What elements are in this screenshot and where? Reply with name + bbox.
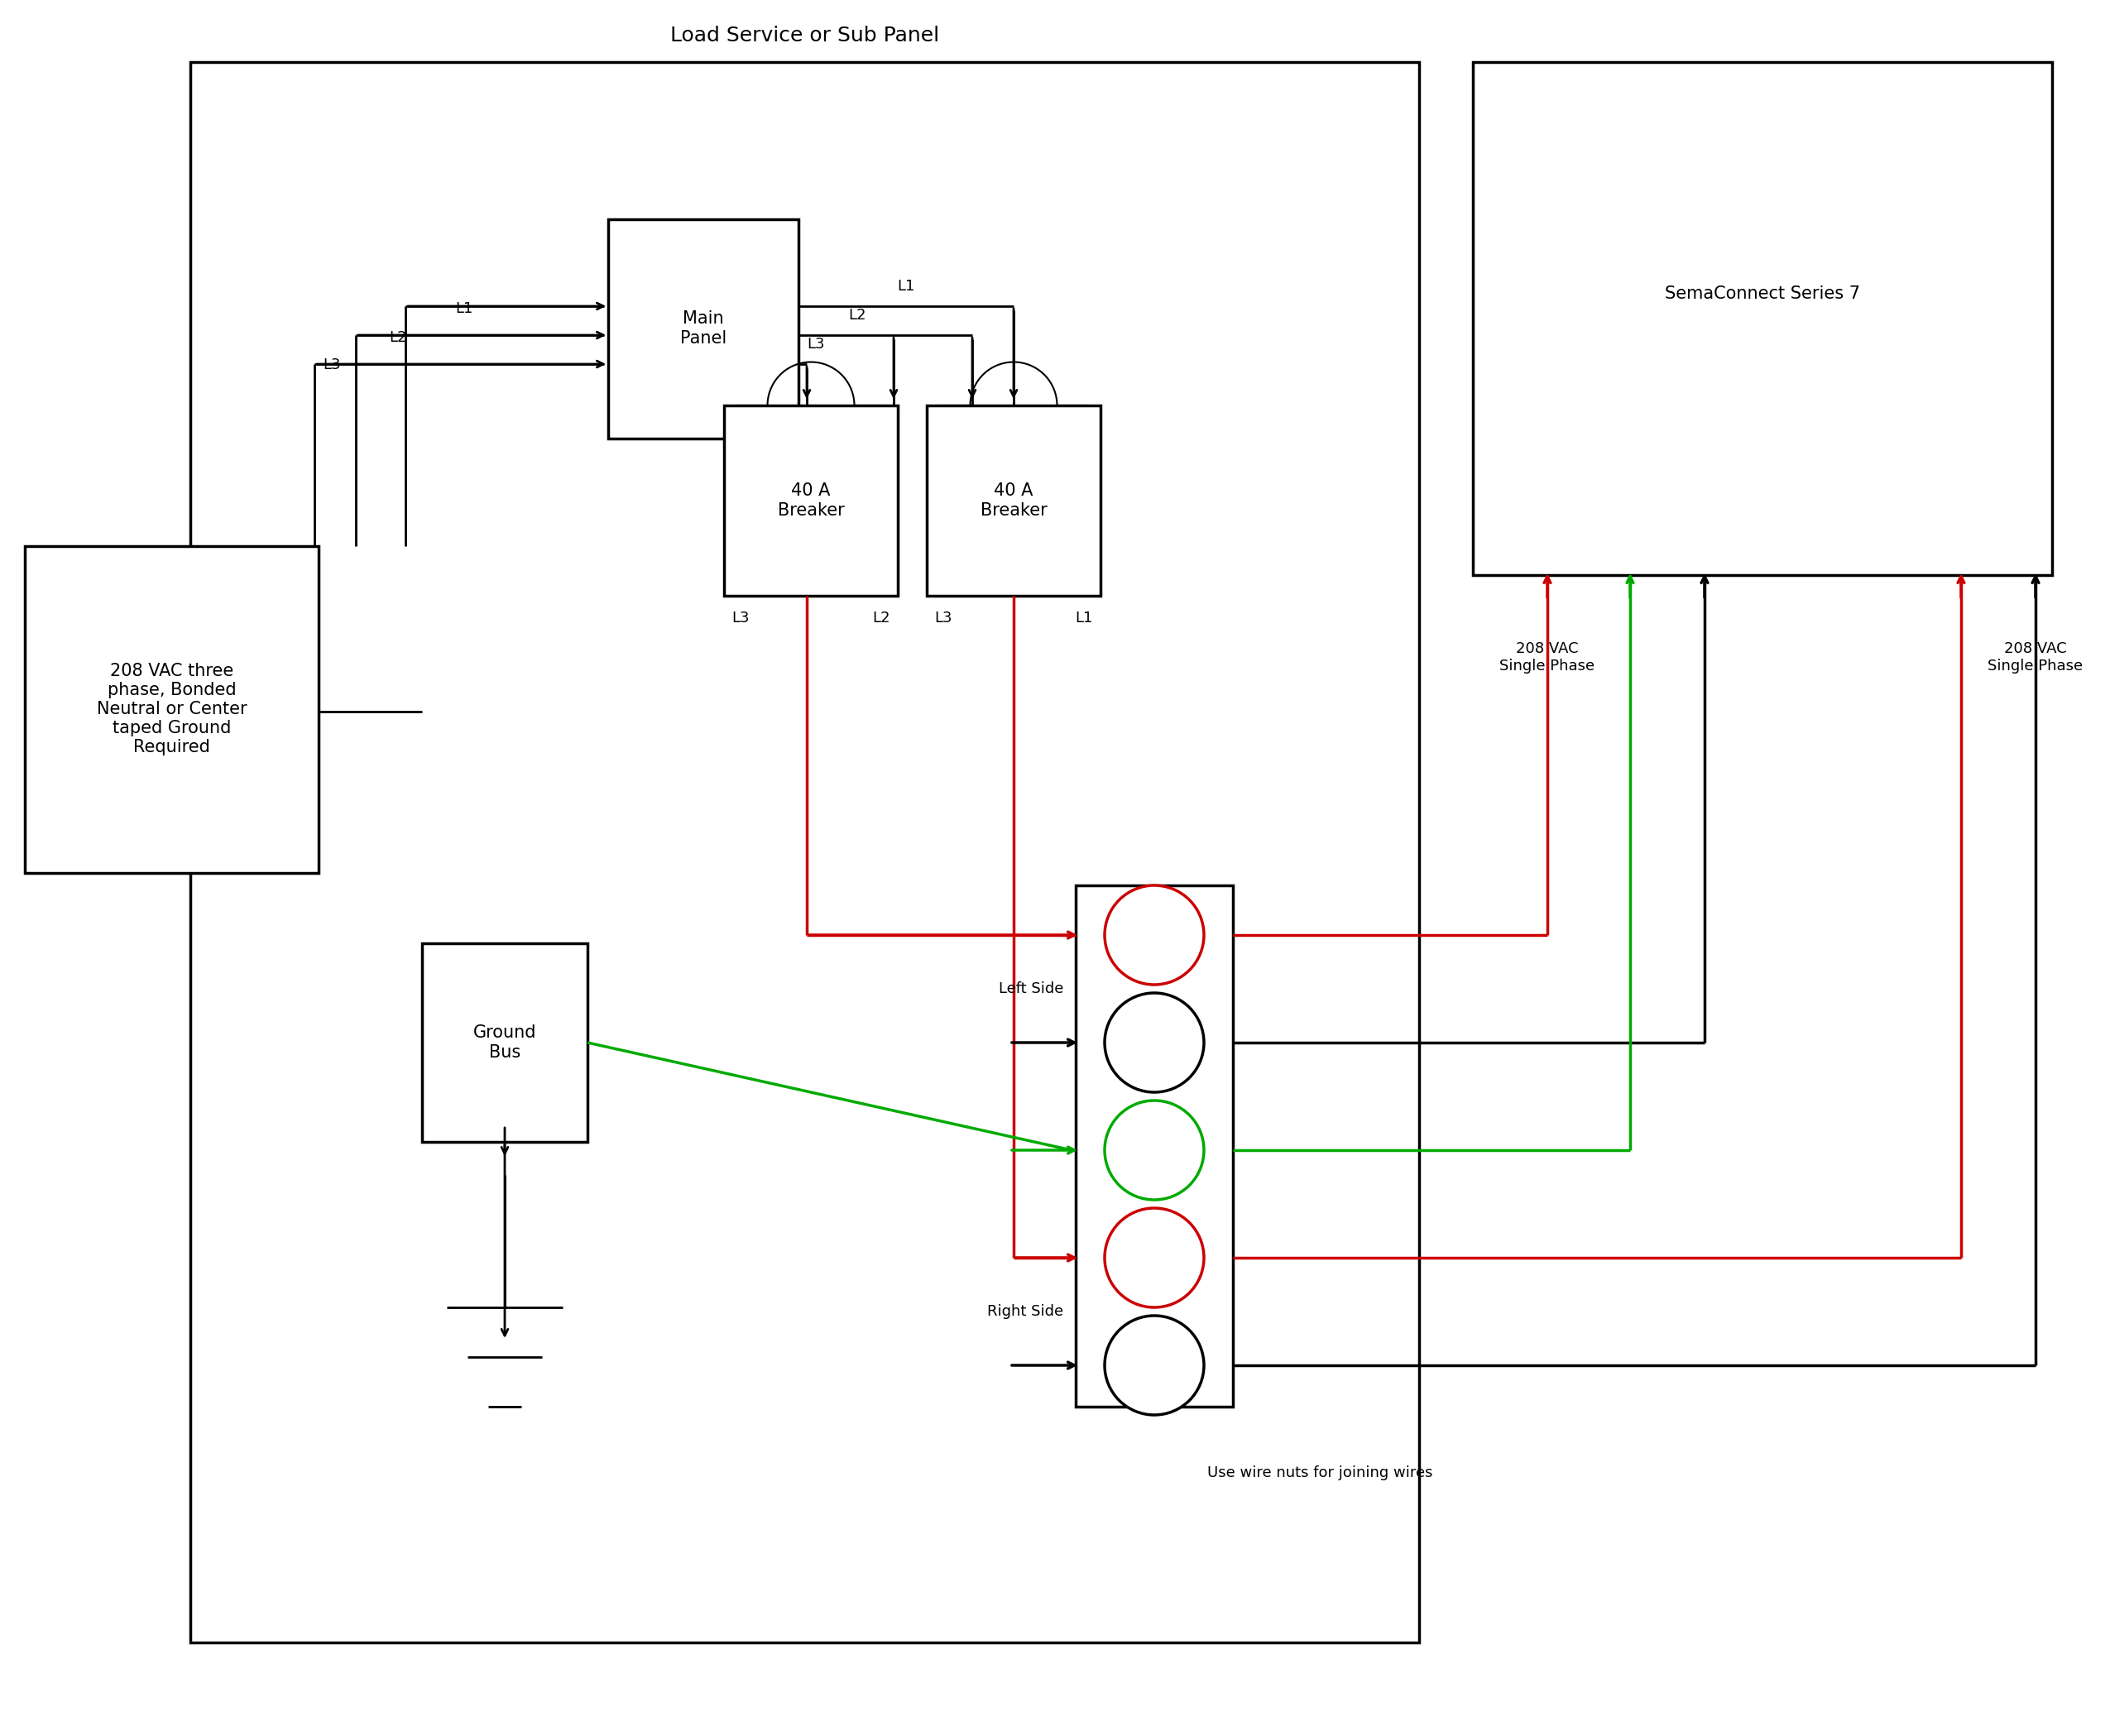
Text: L3: L3 bbox=[806, 337, 825, 352]
Text: L1: L1 bbox=[897, 279, 916, 293]
Text: Use wire nuts for joining wires: Use wire nuts for joining wires bbox=[1207, 1465, 1433, 1481]
Bar bbox=[926, 406, 1101, 595]
Text: L2: L2 bbox=[388, 330, 407, 345]
Circle shape bbox=[1106, 885, 1205, 984]
Text: L3: L3 bbox=[323, 358, 340, 372]
Text: Ground
Bus: Ground Bus bbox=[473, 1024, 536, 1061]
Circle shape bbox=[1106, 1101, 1205, 1200]
Text: 208 VAC three
phase, Bonded
Neutral or Center
taped Ground
Required: 208 VAC three phase, Bonded Neutral or C… bbox=[97, 663, 247, 755]
Text: 208 VAC
Single Phase: 208 VAC Single Phase bbox=[1988, 641, 2083, 674]
Text: Main
Panel: Main Panel bbox=[679, 311, 726, 347]
Bar bbox=[422, 943, 587, 1142]
Text: Left Side: Left Side bbox=[998, 981, 1063, 996]
Text: SemaConnect Series 7: SemaConnect Series 7 bbox=[1665, 285, 1861, 302]
Text: L1: L1 bbox=[1076, 611, 1093, 625]
Bar bbox=[608, 219, 798, 439]
Bar bbox=[724, 406, 897, 595]
Text: L3: L3 bbox=[732, 611, 749, 625]
Circle shape bbox=[1106, 1316, 1205, 1415]
Text: Load Service or Sub Panel: Load Service or Sub Panel bbox=[671, 26, 939, 45]
Text: 208 VAC
Single Phase: 208 VAC Single Phase bbox=[1500, 641, 1595, 674]
Bar bbox=[1473, 62, 2053, 575]
Circle shape bbox=[1106, 993, 1205, 1092]
Text: L2: L2 bbox=[848, 307, 865, 323]
Bar bbox=[1076, 885, 1232, 1406]
Text: 40 A
Breaker: 40 A Breaker bbox=[776, 483, 844, 519]
Text: 40 A
Breaker: 40 A Breaker bbox=[981, 483, 1047, 519]
Bar bbox=[190, 62, 1420, 1642]
Circle shape bbox=[1106, 1208, 1205, 1307]
Text: L2: L2 bbox=[871, 611, 890, 625]
Text: Right Side: Right Side bbox=[987, 1304, 1063, 1319]
Text: L1: L1 bbox=[456, 300, 473, 316]
Text: L3: L3 bbox=[935, 611, 952, 625]
Bar bbox=[25, 547, 319, 873]
